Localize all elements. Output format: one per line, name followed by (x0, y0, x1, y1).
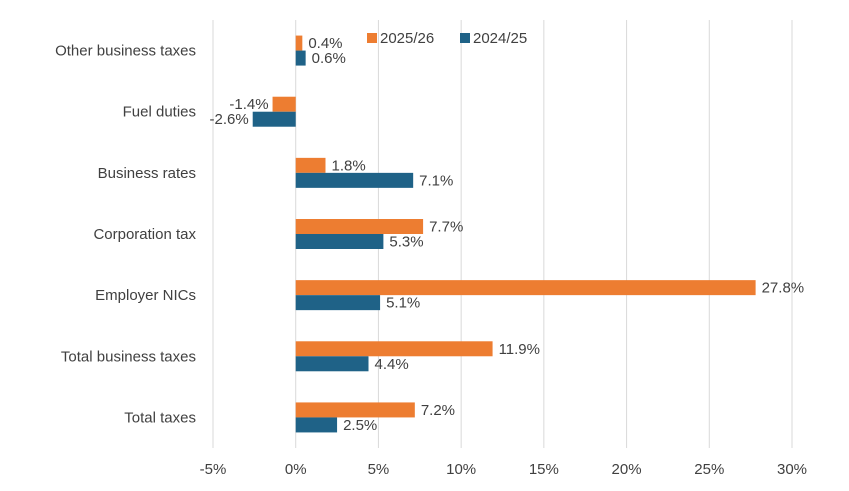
data-label: -1.4% (229, 96, 268, 113)
data-label: -2.6% (210, 111, 249, 128)
bar-2025-26 (295, 157, 326, 173)
data-labels: 0.4%0.6% -1.4%-2.6% 1.8% 7.1% 7.7% 5.3% 27.8% 5… (210, 35, 805, 434)
category-label: Total taxes (124, 409, 196, 426)
data-label: 7.1% (419, 172, 453, 189)
legend: 2025/26 2024/25 (367, 30, 527, 47)
category-label: Business rates (98, 165, 196, 182)
legend-label: 2025/26 (380, 30, 434, 47)
bar-2025-26 (295, 219, 424, 234)
category-label: Corporation tax (93, 226, 196, 243)
data-label: 7.7% (429, 219, 463, 236)
data-label: 1.8% (331, 157, 365, 174)
x-tick-label: 20% (612, 461, 642, 478)
data-label: 2.5% (343, 417, 377, 434)
data-label: 11.9% (499, 341, 540, 358)
bar-2024-25 (295, 50, 306, 66)
bar-2025-26 (295, 35, 303, 51)
bar-2025-26 (295, 280, 756, 296)
data-label: 27.8% (762, 280, 805, 297)
x-tick-label: 10% (446, 461, 476, 478)
legend-label: 2024/25 (473, 30, 527, 47)
data-label: 4.4% (375, 356, 409, 373)
bar-2024-25 (252, 111, 296, 127)
x-tick-label: 30% (777, 461, 807, 478)
data-label: 5.1% (386, 295, 420, 312)
x-tick-label: 25% (694, 461, 724, 478)
data-label: 5.3% (389, 234, 423, 251)
category-label: Other business taxes (55, 43, 196, 60)
bar-2025-26 (272, 96, 296, 112)
data-label: 0.4% (308, 35, 342, 52)
legend-swatch (460, 33, 470, 43)
category-label: Fuel duties (123, 104, 196, 121)
bar-2024-25 (295, 417, 338, 433)
data-label: 0.6% (312, 50, 346, 67)
x-tick-label: 15% (529, 461, 559, 478)
axis: -5% 0% 5% 10% 15% 20% 25% 30% Other business tax… (55, 43, 807, 478)
x-tick-label: -5% (200, 461, 227, 478)
bar-2025-26 (295, 402, 415, 418)
x-tick-label: 5% (368, 461, 390, 478)
bar-2024-25 (295, 172, 414, 188)
bar-2024-25 (295, 234, 384, 249)
x-tick-label: 0% (285, 461, 307, 478)
legend-swatch (367, 33, 377, 43)
bar-2024-25 (295, 295, 381, 311)
category-label: Employer NICs (95, 287, 196, 304)
bars (252, 35, 756, 433)
data-label: 7.2% (421, 402, 455, 419)
category-label: Total business taxes (61, 348, 196, 365)
bar-2024-25 (295, 356, 369, 372)
bar-2025-26 (295, 341, 493, 357)
